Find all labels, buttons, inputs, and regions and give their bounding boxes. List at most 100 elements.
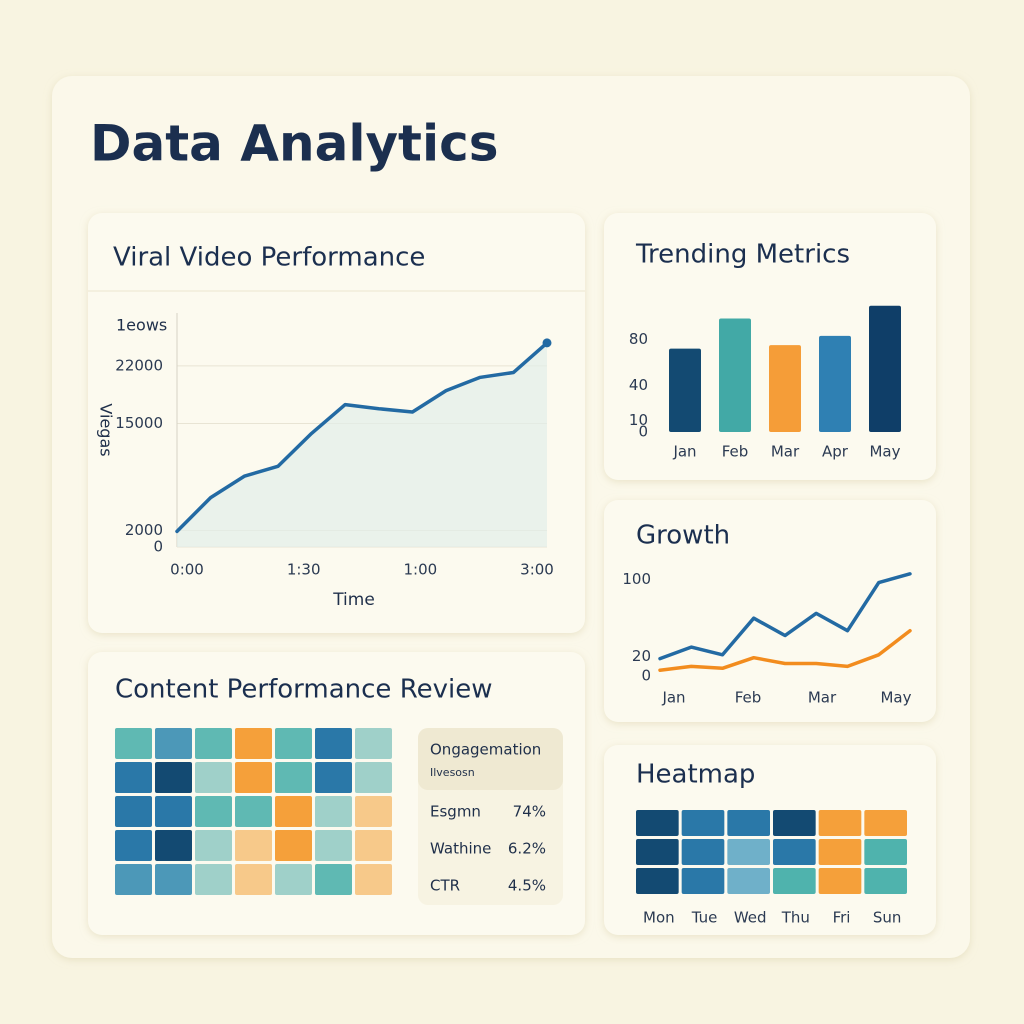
heat-cell <box>315 796 352 827</box>
heat-cell <box>818 810 862 836</box>
heat-cell <box>155 728 192 759</box>
heat-cell <box>315 864 352 895</box>
table-cell: 4.5% <box>508 877 546 895</box>
x-tick-label: 3:00 <box>520 561 554 579</box>
heat-cell <box>195 864 232 895</box>
heat-cell <box>773 839 816 865</box>
heat-cell <box>275 728 312 759</box>
x-tick-label: Thu <box>781 909 810 927</box>
chart-title: Content Performance Review <box>115 675 492 705</box>
heat-cell <box>355 796 392 827</box>
annotation: 1eows <box>116 316 167 335</box>
heat-cell <box>155 864 192 895</box>
heat-cell <box>355 728 392 759</box>
x-tick-label: Mar <box>771 443 800 461</box>
heat-cell <box>818 839 862 865</box>
x-tick-label: May <box>880 689 911 707</box>
heat-cell <box>155 796 192 827</box>
heat-cell <box>727 868 770 894</box>
heat-cell <box>727 839 770 865</box>
area <box>177 342 547 547</box>
table-cell: Esgmn <box>430 803 481 821</box>
heat-cell <box>315 728 352 759</box>
heat-cell <box>864 810 907 836</box>
chart-title: Trending Metrics <box>635 240 850 270</box>
x-tick-label: 1:30 <box>287 561 321 579</box>
x-tick-label: Apr <box>822 443 849 461</box>
chart-title: Viral Video Performance <box>113 243 425 273</box>
heat-cell <box>636 810 679 836</box>
x-tick-label: Sun <box>873 909 902 927</box>
x-tick-label: Mon <box>643 909 675 927</box>
chart-title: Heatmap <box>636 760 755 790</box>
y-tick-label: 0 <box>638 423 648 441</box>
y-tick-label: 20 <box>632 647 651 665</box>
heat-cell <box>235 830 272 861</box>
y-tick-label: 40 <box>629 376 648 394</box>
y-tick-label: 100 <box>622 570 651 588</box>
heat-cell <box>275 864 312 895</box>
x-tick-label: 0:00 <box>170 561 204 579</box>
heat-cell <box>681 868 725 894</box>
line <box>175 341 549 534</box>
heat-cell <box>155 830 192 861</box>
y-tick-label: 15000 <box>115 414 163 432</box>
heat-cell <box>773 868 816 894</box>
end-dot <box>542 338 552 348</box>
y-tick-label: 80 <box>629 330 648 348</box>
line <box>658 628 912 672</box>
heat-cell <box>235 864 272 895</box>
heat-cell <box>315 830 352 861</box>
heat-cell <box>115 830 152 861</box>
heat-cell <box>195 728 232 759</box>
table-cell: 6.2% <box>508 840 546 858</box>
x-tick-label: Jan <box>672 443 696 461</box>
x-tick-label: 1:00 <box>403 561 437 579</box>
y-tick-label: 0 <box>641 667 651 685</box>
bar <box>669 348 701 432</box>
heat-cell <box>773 810 816 836</box>
heat-cell <box>275 762 312 793</box>
heat-cell <box>315 762 352 793</box>
y-tick-label: 2000 <box>125 521 163 539</box>
table-subtitle: Ilvesosn <box>430 766 475 779</box>
heat-cell <box>195 796 232 827</box>
x-tick-label: Tue <box>691 909 718 927</box>
heat-cell <box>115 864 152 895</box>
x-tick-label: Fri <box>833 909 851 927</box>
y-axis-label: Viegas <box>97 403 116 456</box>
chart-title: Growth <box>636 521 730 551</box>
table-header <box>418 728 563 790</box>
heat-cell <box>355 830 392 861</box>
heat-cell <box>275 796 312 827</box>
x-axis-label: Time <box>332 590 375 610</box>
heat-cell <box>235 762 272 793</box>
heat-cell <box>681 810 725 836</box>
line <box>658 572 912 661</box>
table-cell: 74% <box>513 803 546 821</box>
heat-cell <box>155 762 192 793</box>
x-tick-label: Mar <box>808 689 837 707</box>
heat-cell <box>681 839 725 865</box>
heat-cell <box>195 830 232 861</box>
heat-cell <box>115 762 152 793</box>
heat-cell <box>864 839 907 865</box>
heat-cell <box>864 868 907 894</box>
heat-cell <box>115 796 152 827</box>
heat-cell <box>636 839 679 865</box>
heat-cell <box>636 868 679 894</box>
y-tick-label: 10 <box>629 411 648 429</box>
heat-cell <box>355 864 392 895</box>
x-tick-label: Wed <box>734 909 767 927</box>
heat-cell <box>275 830 312 861</box>
heat-cell <box>195 762 232 793</box>
y-tick-label: 22000 <box>115 356 163 374</box>
table-cell: Wathine <box>430 840 491 858</box>
table-cell: CTR <box>430 877 460 895</box>
table-title: Ongagemation <box>430 741 541 759</box>
x-tick-label: May <box>869 443 900 461</box>
y-tick-label: 0 <box>153 538 163 556</box>
heat-cell <box>235 796 272 827</box>
page-title: Data Analytics <box>90 115 499 173</box>
